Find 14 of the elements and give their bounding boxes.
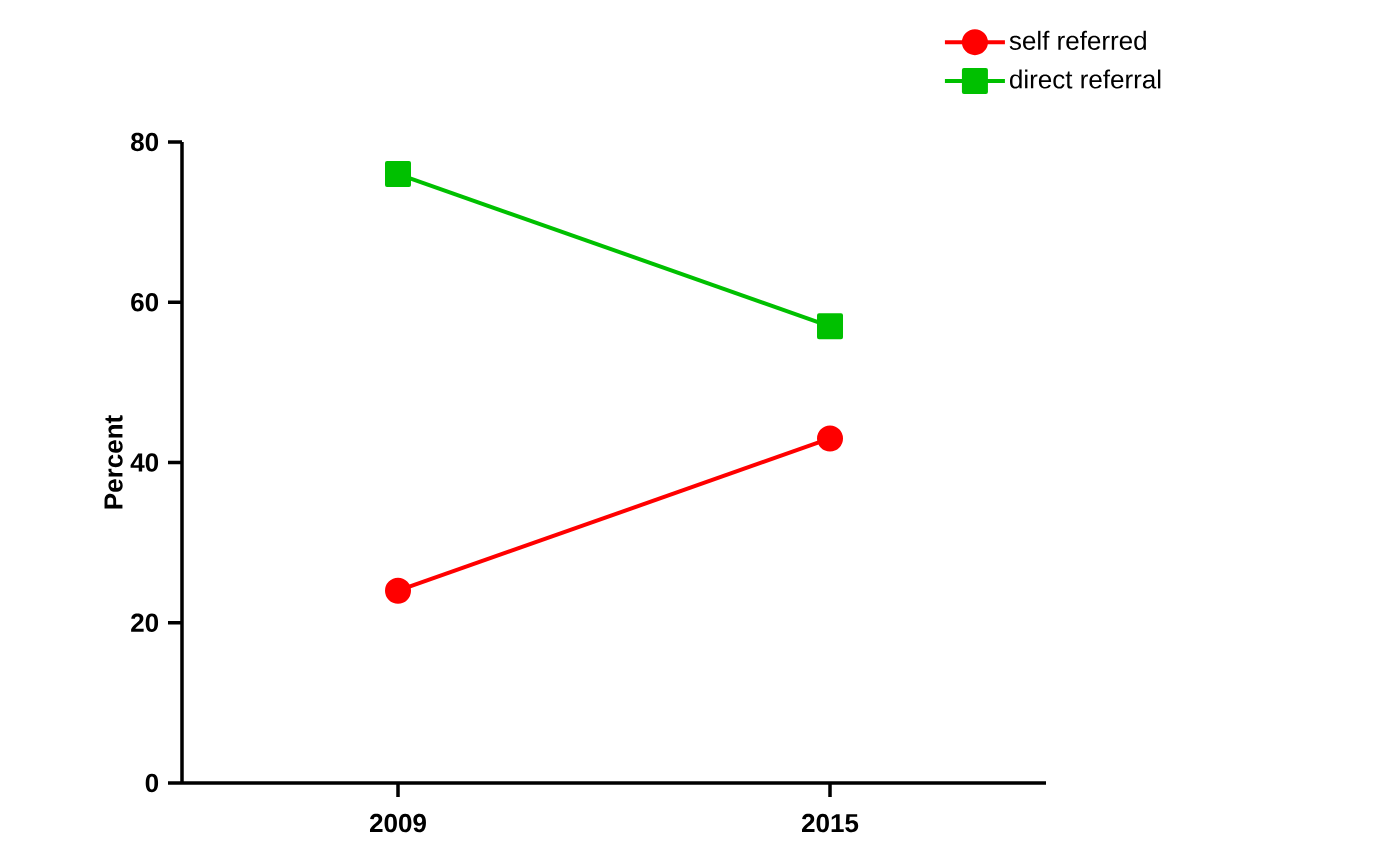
point: [817, 313, 844, 340]
y-tick-label: 80: [131, 132, 159, 152]
y-axis-title: Percent: [104, 415, 123, 509]
y-tick-label: 40: [130, 453, 159, 472]
point: [817, 425, 844, 452]
y-tick-label: 20: [131, 613, 159, 632]
legend-label: direct referral: [1010, 69, 1161, 89]
x-tick-label: 2009: [369, 813, 426, 833]
y-tick-label: 0: [145, 773, 159, 793]
x-tick-label: 2015: [802, 813, 859, 833]
point: [385, 577, 411, 604]
y-tick-label: 60: [131, 293, 159, 312]
point: [385, 161, 411, 188]
legend-label: self referred: [1009, 30, 1146, 50]
